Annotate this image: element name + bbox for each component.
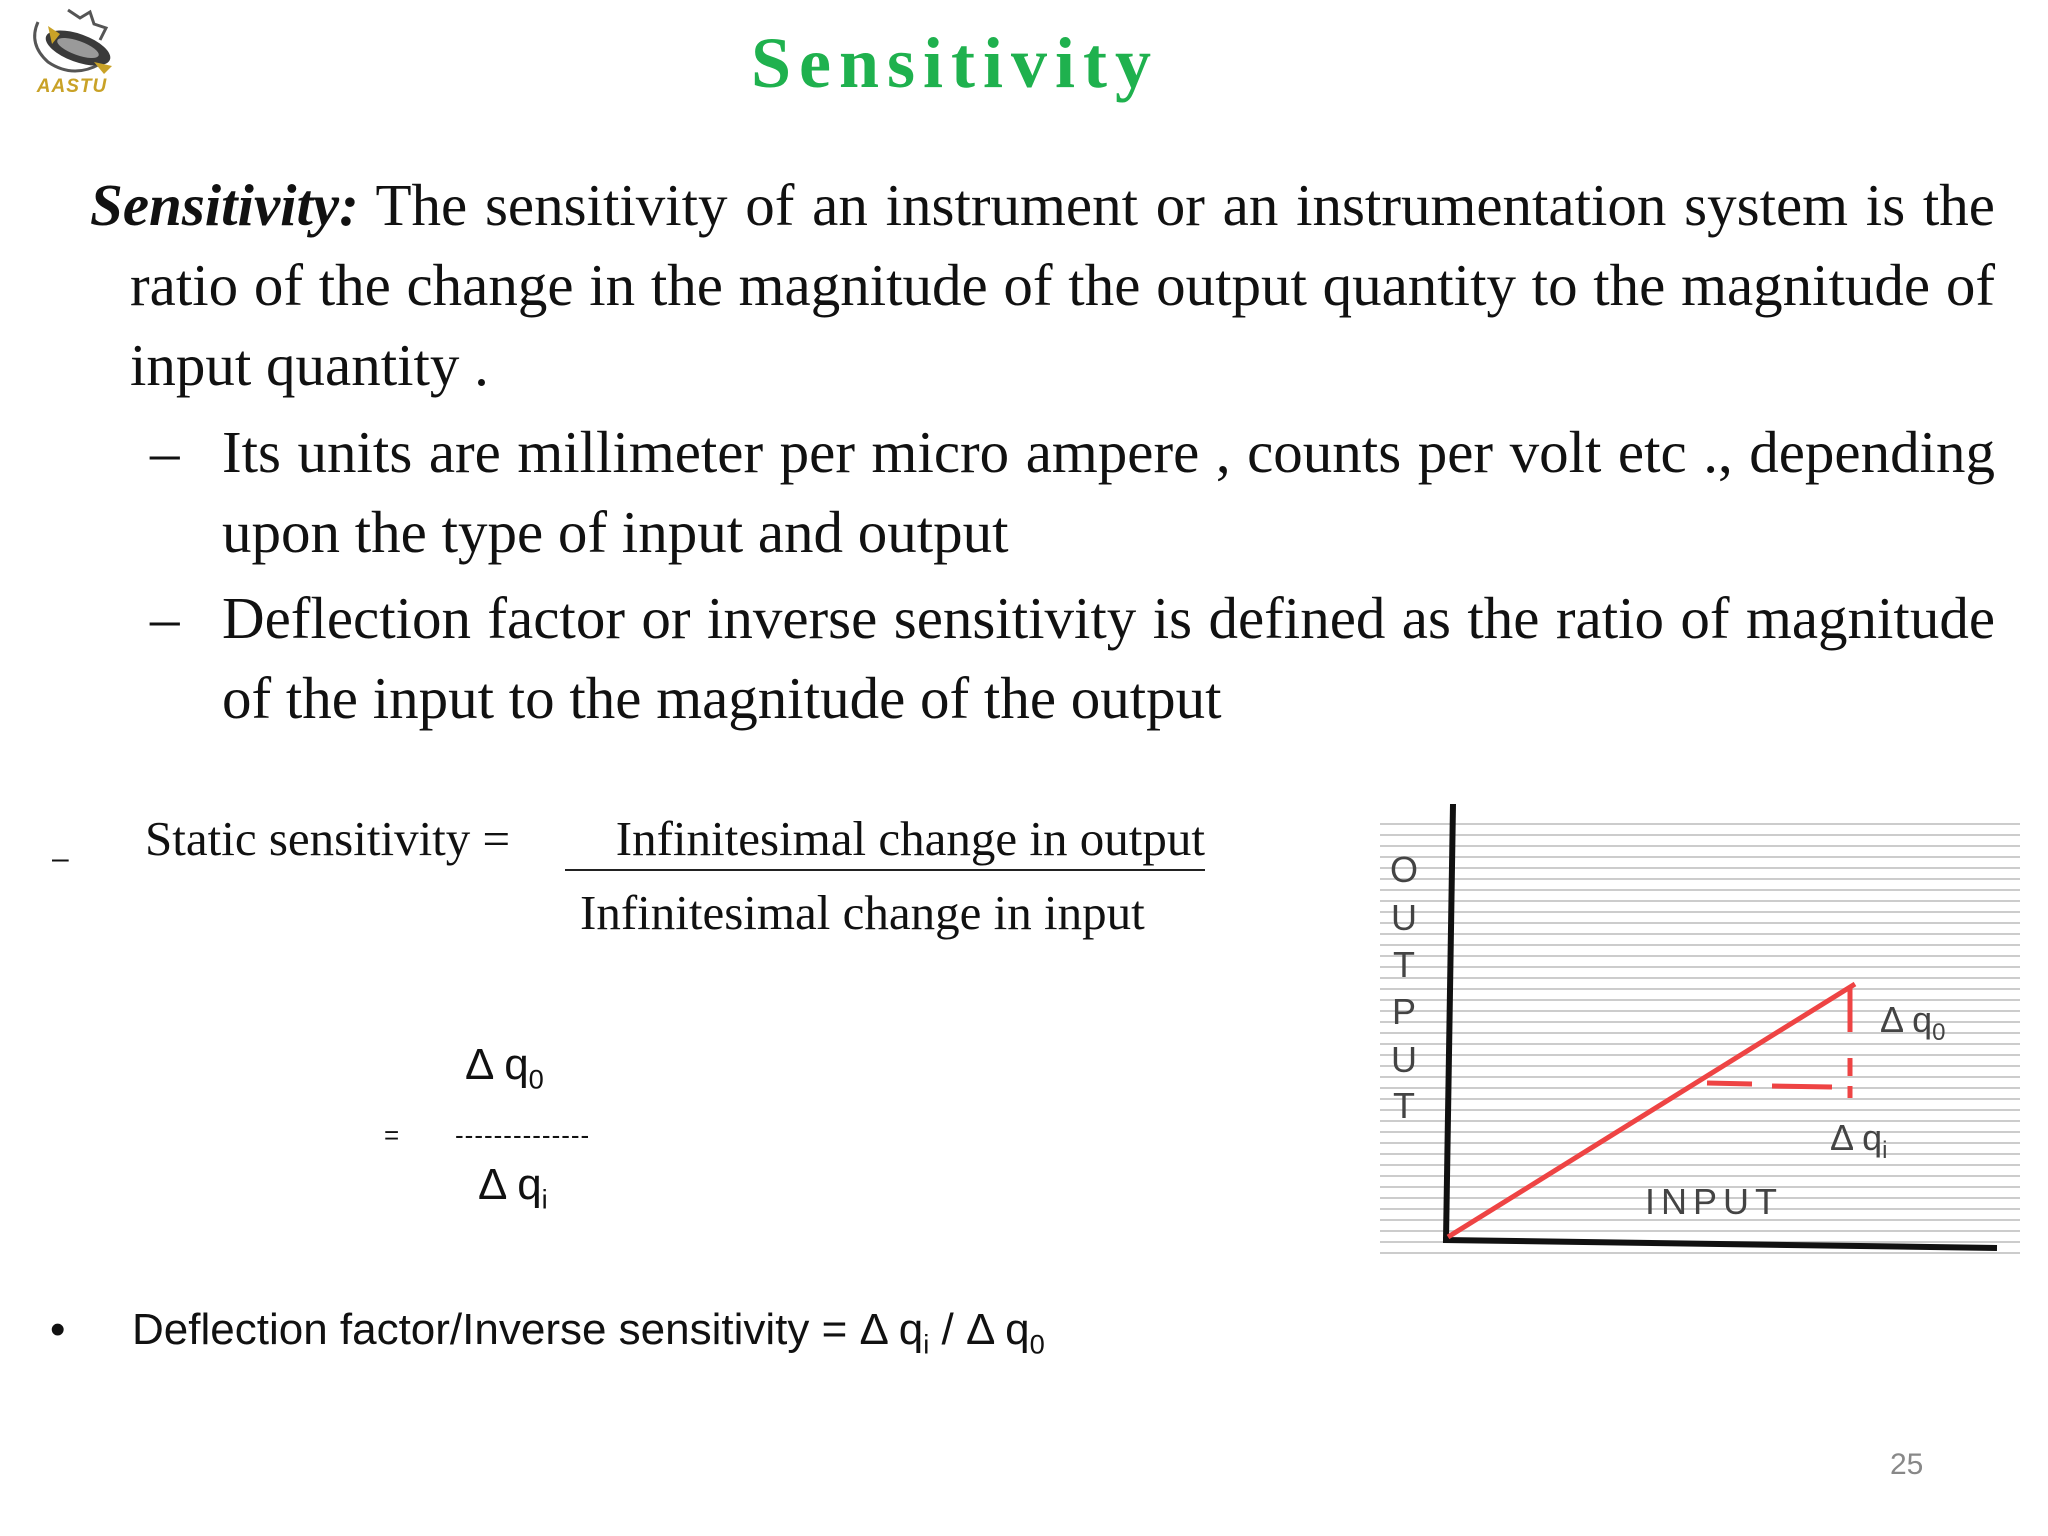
delta-q0: Δ q0 (465, 1040, 544, 1096)
subscript-0: 0 (528, 1063, 544, 1095)
formula-marker: – (52, 842, 69, 875)
logo-text: AASTU (36, 76, 108, 97)
subscript-i: i (541, 1183, 548, 1215)
delta-q-text: Δ q (859, 1305, 924, 1354)
y-letter: T (1393, 944, 1415, 985)
definition-paragraph: Sensitivity: The sensitivity of an instr… (90, 165, 1995, 405)
definition-term: Sensitivity: (90, 172, 359, 238)
bullet-text: Deflection factor or inverse sensitivity… (222, 585, 1995, 731)
deflection-label: Deflection factor/Inverse sensitivity = (132, 1305, 860, 1354)
bullet-text: Its units are millimeter per micro amper… (222, 419, 1995, 565)
y-axis-label: O U T P U T (1390, 849, 1418, 1126)
subscript-0: 0 (1932, 1019, 1945, 1046)
delta-q-text: Δ q (478, 1160, 542, 1209)
deflection-factor-formula: Deflection factor/Inverse sensitivity = … (132, 1305, 1045, 1361)
equals-sign: = (384, 1120, 400, 1150)
delta-q-text: Δ q (1880, 999, 1932, 1040)
y-letter: O (1390, 849, 1418, 890)
bullet-dot: • (50, 1305, 66, 1354)
subscript-i: i (923, 1328, 930, 1360)
fraction-numerator: Infinitesimal change in output (565, 810, 1205, 871)
sensitivity-graph: O U T P U T INPUT Δ q0 Δ qi (1380, 803, 2020, 1254)
delta-q-text: Δ q (965, 1305, 1030, 1354)
delta-qi-label: Δ qi (1830, 1117, 1887, 1164)
delta-q0-label: Δ q0 (1880, 999, 1945, 1046)
delta-q-text: Δ q (465, 1040, 529, 1089)
subscript-0: 0 (1029, 1328, 1045, 1360)
y-letter: P (1392, 991, 1416, 1032)
slide-title: Sensitivity (750, 23, 1160, 103)
x-axis-label: INPUT (1645, 1181, 1783, 1222)
delta-qi-term: Δ qi (859, 1305, 930, 1360)
y-letter: T (1393, 1085, 1415, 1126)
grid-lines (1380, 823, 2020, 1254)
bullet-deflection-factor: – Deflection factor or inverse sensitivi… (150, 578, 1995, 738)
delta-q0-term: Δ q0 (965, 1305, 1045, 1360)
division-slash: / (929, 1305, 966, 1354)
page-number: 25 (1890, 1448, 1924, 1481)
definition-text: The sensitivity of an instrument or an i… (130, 172, 1995, 398)
dash-marker: – (150, 585, 180, 651)
delta-qi-dash (1706, 1080, 1753, 1087)
y-axis (1443, 803, 1456, 1241)
bullet-units: – Its units are millimeter per micro amp… (150, 412, 1995, 572)
subscript-i: i (1882, 1137, 1887, 1164)
dash-marker: – (150, 419, 180, 485)
fraction-denominator: Infinitesimal change in input (580, 885, 1145, 940)
delta-q-text: Δ q (1830, 1117, 1882, 1158)
x-axis (1442, 1237, 1998, 1251)
delta-qi: Δ qi (478, 1160, 548, 1216)
fraction-line: -------------- (455, 1120, 591, 1150)
aastu-logo (33, 8, 112, 74)
y-letter: U (1391, 897, 1417, 938)
y-letter: U (1391, 1039, 1417, 1080)
static-sensitivity-label: Static sensitivity = (145, 811, 511, 866)
response-line (1446, 981, 1857, 1240)
delta-qi-dash (1771, 1083, 1833, 1090)
